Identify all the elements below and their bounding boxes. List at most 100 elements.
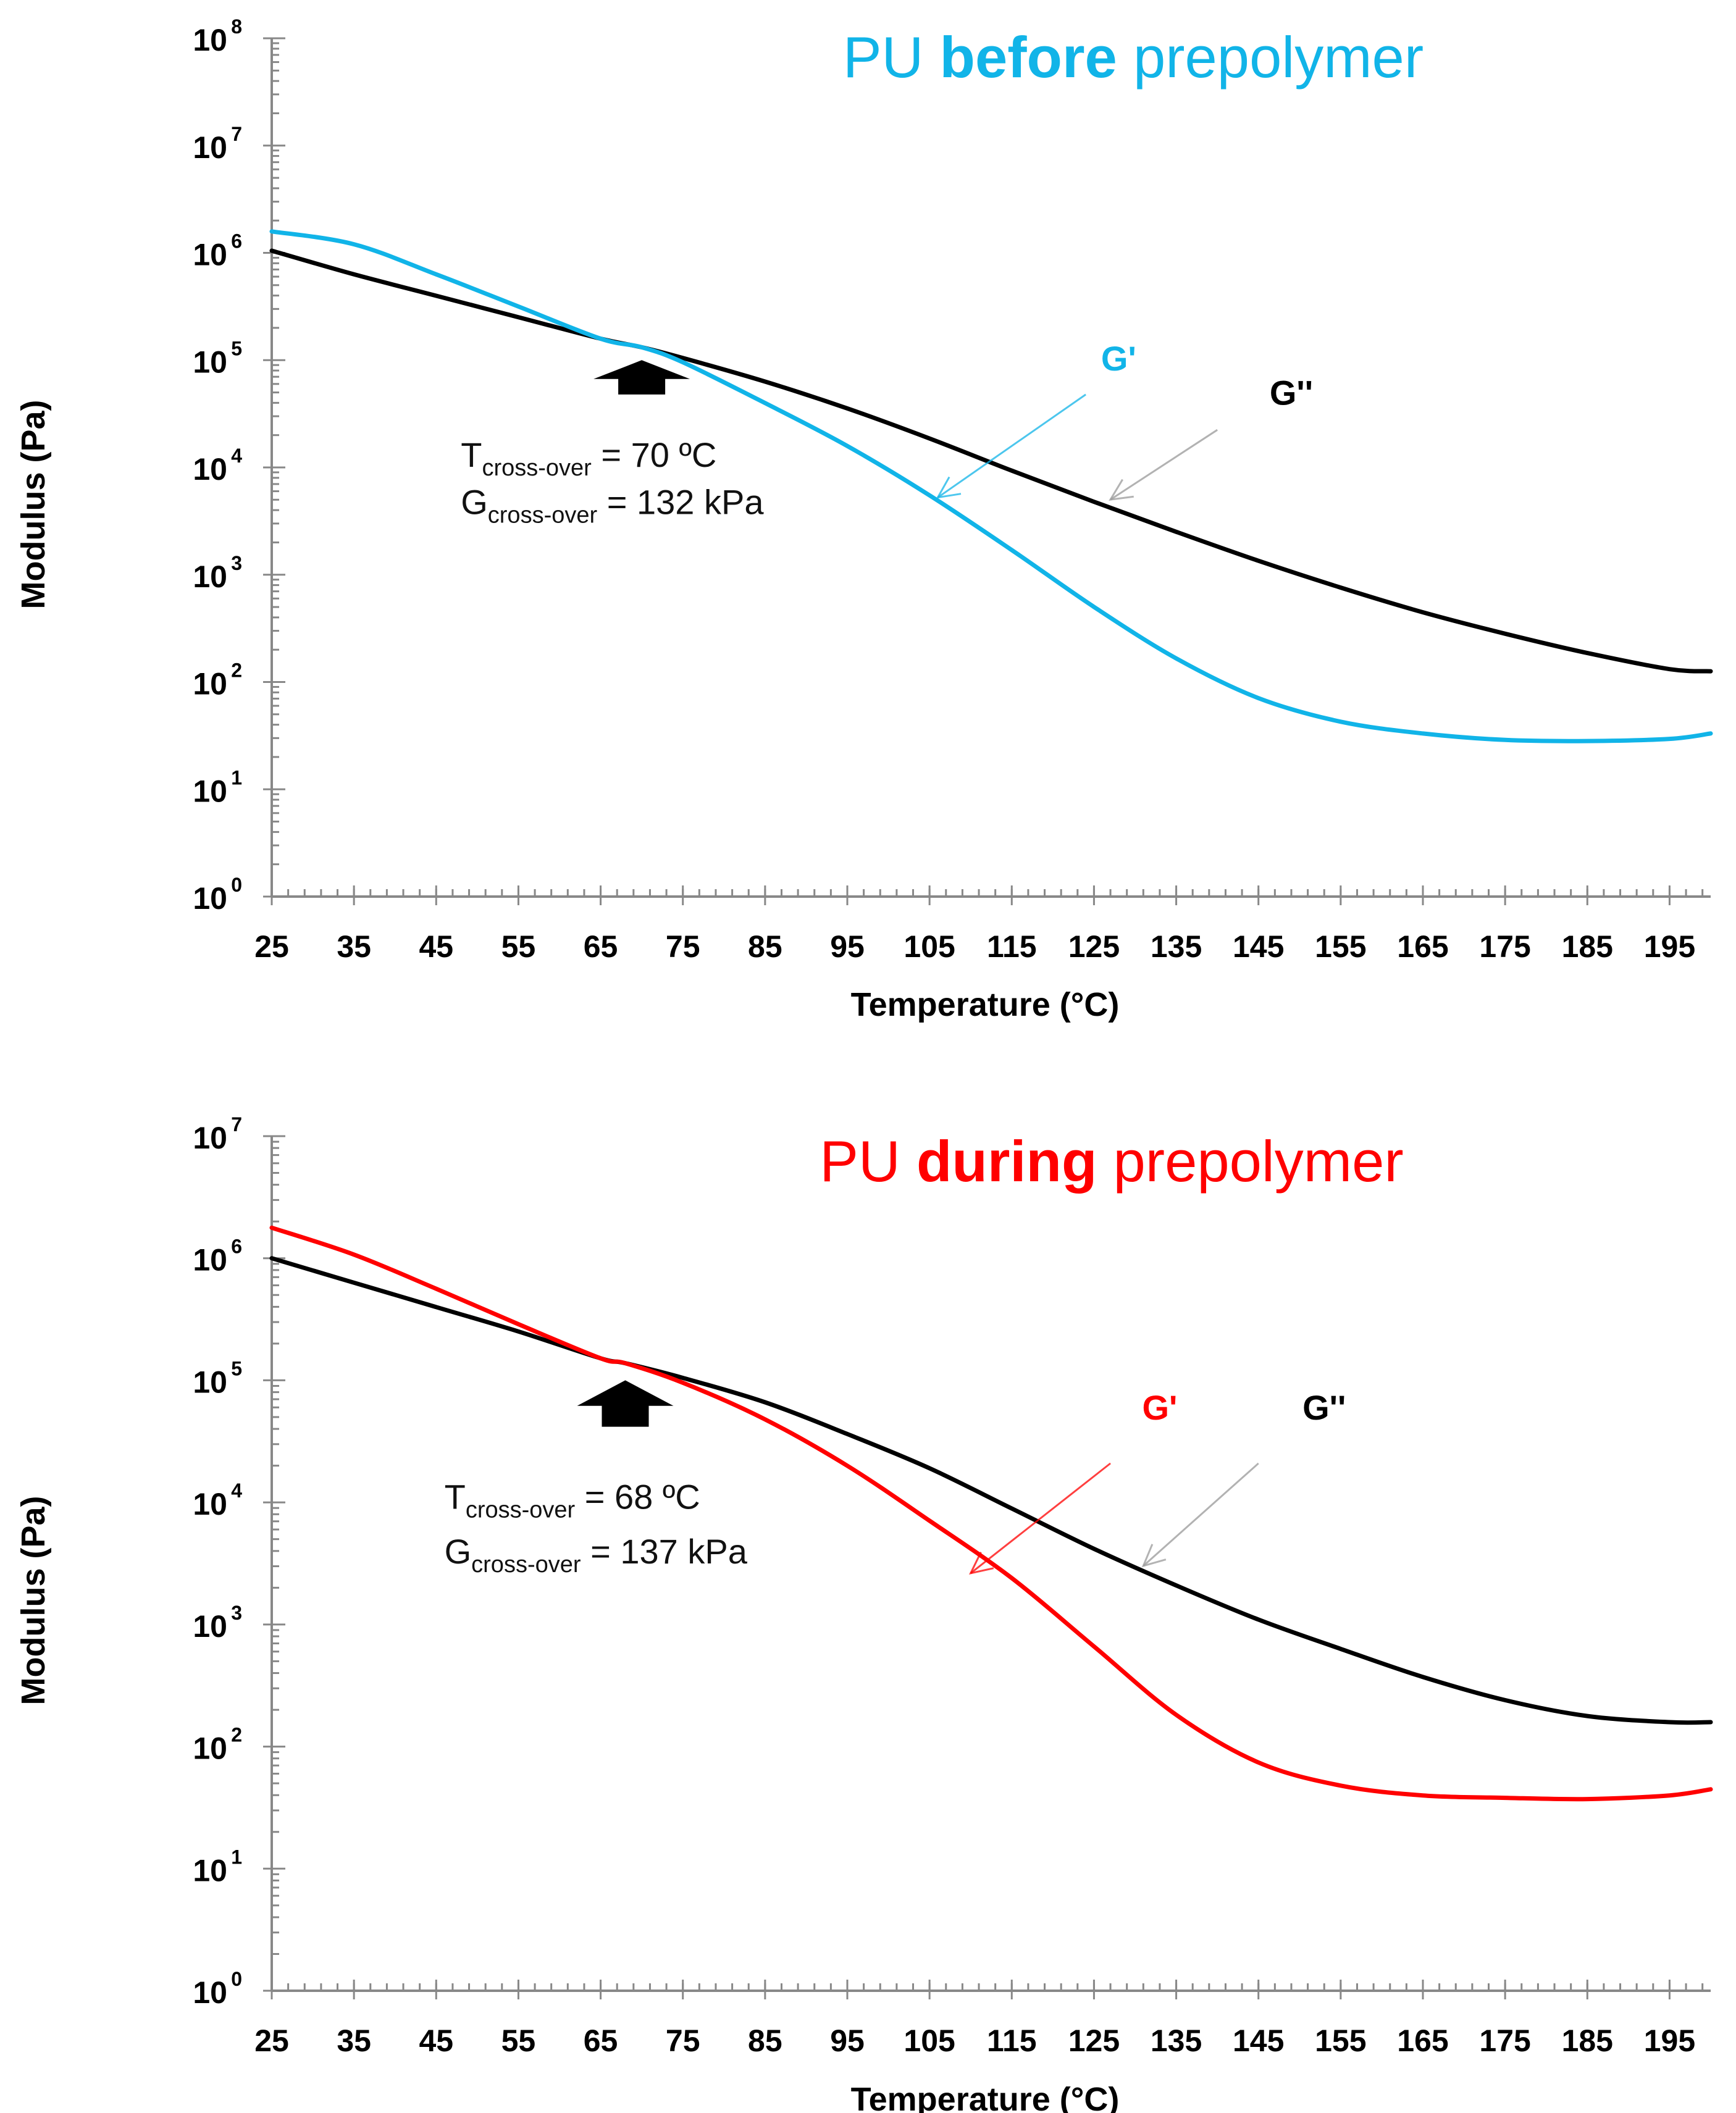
y-tick-label: 10 [193, 1243, 227, 1278]
x-tick-label: 155 [1315, 929, 1366, 964]
x-tick-label: 95 [830, 929, 865, 964]
y-tick-exponent: 1 [231, 1846, 242, 1868]
x-tick-label: 125 [1068, 929, 1120, 964]
series-label-g-prime: G' [1143, 1388, 1178, 1427]
chart-title-prefix: PU [843, 25, 940, 90]
y-tick-exponent: 4 [231, 1479, 242, 1502]
x-tick-label: 25 [254, 2023, 289, 2058]
crossover-temperature: Tcross-over = 70 ºC [461, 435, 716, 481]
series-line-g-prime [269, 1225, 1713, 1802]
y-tick-base: 10 [193, 130, 227, 165]
y-tick-label: 10 [193, 130, 227, 165]
y-tick-base: 10 [193, 1975, 227, 2010]
x-tick-label: 115 [987, 929, 1037, 964]
crossover-arrow [593, 360, 690, 395]
y-tick-exponent: 6 [231, 230, 242, 253]
y-tick-base: 10 [193, 559, 227, 594]
crossover-modulus: Gcross-over = 137 kPa [445, 1532, 748, 1578]
crossover-modulus-subscript: cross-over [471, 1552, 581, 1578]
series-line-g-prime [269, 229, 1713, 743]
y-tick-label: 10 [193, 1731, 227, 1766]
x-tick-label: 55 [501, 929, 536, 964]
x-tick-label: 85 [748, 929, 782, 964]
pointer-arrow-g-double-prime [1143, 1462, 1259, 1567]
pointer-arrowhead-g-prime [969, 1552, 994, 1575]
chart-title-suffix: prepolymer [1097, 1129, 1403, 1194]
pointer-arrow-g-prime [970, 1462, 1111, 1574]
y-tick-label: 10 [193, 238, 227, 272]
y-tick-label: 10 [193, 1487, 227, 1521]
y-tick-base: 10 [193, 452, 227, 487]
y-tick-exponent: 7 [231, 1113, 242, 1136]
y-tick-label: 10 [193, 667, 227, 701]
crossover-modulus-value: = 137 kPa [581, 1532, 748, 1571]
x-tick-label: 85 [748, 2023, 782, 2058]
y-tick-base: 10 [193, 238, 227, 272]
y-tick-exponent: 5 [231, 337, 242, 359]
pointer-arrow-g-prime [937, 393, 1086, 498]
x-tick-label: 25 [254, 929, 289, 964]
x-tick-label: 185 [1562, 929, 1613, 964]
y-tick-label: 10 [193, 1609, 227, 1644]
crossover-modulus-symbol: G [445, 1532, 472, 1571]
crossover-temperature-value: = 70 ºC [592, 435, 717, 474]
chart-title-bold: before [940, 25, 1117, 90]
crossover-temperature-symbol: T [445, 1477, 466, 1516]
y-tick-base: 10 [193, 1365, 227, 1399]
y-tick-exponent: 4 [231, 445, 242, 467]
y-tick-label: 10 [193, 345, 227, 379]
y-tick-label: 10 [193, 559, 227, 594]
x-axis-title: Temperature (°C) [851, 2081, 1120, 2113]
y-axis-title: Modulus (Pa) [15, 400, 52, 609]
x-tick-label: 125 [1068, 2023, 1120, 2058]
y-tick-label: 10 [193, 774, 227, 808]
y-tick-exponent: 7 [231, 123, 242, 145]
pointer-arrowhead-g-double-prime [1109, 479, 1134, 501]
pointer-arrowhead-g-prime [936, 476, 962, 499]
x-axis-title: Temperature (°C) [851, 986, 1120, 1023]
y-tick-label: 10 [193, 1121, 227, 1155]
y-tick-base: 10 [193, 345, 227, 379]
pointer-arrowhead-g-double-prime [1141, 1544, 1167, 1568]
chart-title-bold: during [916, 1129, 1097, 1194]
x-tick-label: 45 [419, 2023, 453, 2058]
x-tick-label: 65 [584, 2023, 618, 2058]
x-tick-label: 135 [1151, 2023, 1202, 2058]
y-tick-label: 10 [193, 452, 227, 487]
y-tick-exponent: 5 [231, 1357, 242, 1379]
y-tick-exponent: 1 [231, 766, 242, 789]
crossover-modulus-value: = 132 kPa [597, 483, 764, 522]
x-tick-label: 165 [1397, 929, 1448, 964]
crossover-temperature: Tcross-over = 68 ºC [445, 1477, 700, 1523]
y-tick-exponent: 0 [231, 1968, 242, 1990]
crossover-temperature-subscript: cross-over [482, 455, 592, 481]
y-tick-label: 10 [193, 23, 227, 57]
chart-title-prefix: PU [820, 1129, 916, 1194]
x-tick-label: 35 [337, 2023, 371, 2058]
crossover-modulus-symbol: G [461, 483, 488, 522]
y-tick-base: 10 [193, 774, 227, 808]
y-tick-base: 10 [193, 1609, 227, 1644]
x-tick-label: 115 [987, 2023, 1037, 2058]
x-tick-label: 145 [1233, 2023, 1284, 2058]
x-tick-label: 175 [1479, 929, 1530, 964]
x-tick-label: 145 [1233, 929, 1284, 964]
crossover-modulus: Gcross-over = 132 kPa [461, 483, 764, 529]
x-tick-label: 55 [501, 2023, 536, 2058]
y-tick-exponent: 6 [231, 1236, 242, 1258]
crossover-arrow [577, 1380, 674, 1427]
y-tick-base: 10 [193, 1121, 227, 1155]
x-tick-label: 105 [904, 929, 955, 964]
x-tick-label: 105 [904, 2023, 955, 2058]
y-tick-label: 10 [193, 881, 227, 916]
x-tick-label: 165 [1397, 2023, 1448, 2058]
x-tick-label: 175 [1479, 2023, 1530, 2058]
x-tick-label: 75 [666, 2023, 700, 2058]
x-tick-label: 195 [1644, 929, 1695, 964]
crossover-temperature-symbol: T [461, 435, 482, 474]
crossover-temperature-subscript: cross-over [466, 1497, 576, 1523]
crossover-modulus-subscript: cross-over [488, 503, 598, 529]
y-tick-base: 10 [193, 881, 227, 916]
